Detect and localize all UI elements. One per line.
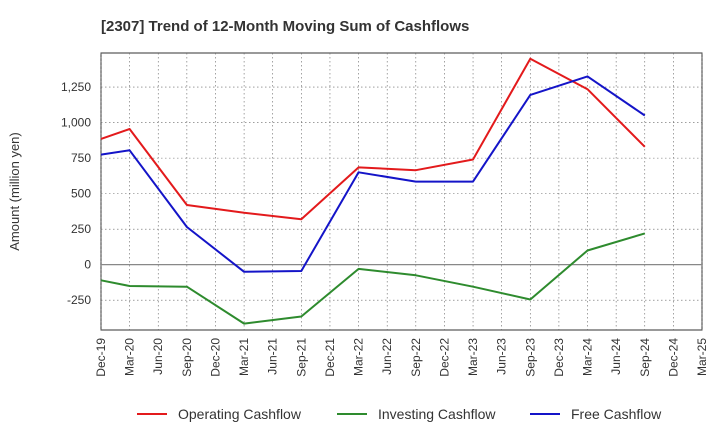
series-line-1 <box>100 232 646 325</box>
x-tick-label: Sep-22 <box>409 338 423 377</box>
legend-label: Operating Cashflow <box>178 406 302 422</box>
x-tick-label: Mar-22 <box>352 338 366 376</box>
x-tick-label: Mar-21 <box>237 338 251 376</box>
y-axis-label: Amount (million yen) <box>7 132 22 251</box>
chart-title: [2307] Trend of 12-Month Moving Sum of C… <box>101 18 469 35</box>
series-lines <box>100 57 646 325</box>
x-tick-label: Dec-22 <box>437 338 451 377</box>
plot-area <box>100 52 703 331</box>
y-axis: -250 0 250 500 750 1,000 1,250 <box>61 80 91 307</box>
series-line-0 <box>100 57 646 221</box>
y-tick-label: 1,000 <box>61 116 91 130</box>
y-tick-label: 1,250 <box>61 80 91 94</box>
x-tick-label: Mar-25 <box>695 338 709 376</box>
legend: Operating Cashflow Investing Cashflow Free… <box>137 406 662 422</box>
y-tick-label: -250 <box>67 293 91 307</box>
x-tick-label: Sep-24 <box>638 338 652 377</box>
x-tick-label: Dec-20 <box>208 338 222 377</box>
x-tick-label: Jun-22 <box>380 338 394 375</box>
x-tick-label: Dec-23 <box>552 338 566 377</box>
x-tick-label: Jun-24 <box>609 338 623 375</box>
x-tick-label: Mar-20 <box>123 338 137 376</box>
x-tick-label: Jun-23 <box>495 338 509 375</box>
x-tick-label: Sep-20 <box>180 338 194 377</box>
x-tick-label: Dec-24 <box>666 338 680 377</box>
y-tick-label: 750 <box>71 151 91 165</box>
legend-label: Free Cashflow <box>571 406 662 422</box>
x-tick-label: Dec-21 <box>323 338 337 377</box>
x-tick-label: Jun-21 <box>266 338 280 375</box>
y-tick-label: 0 <box>84 258 91 272</box>
x-tick-label: Mar-24 <box>581 338 595 376</box>
x-tick-label: Dec-19 <box>94 338 108 377</box>
x-axis: Dec-19 Mar-20 Jun-20 Sep-20 Dec-20 Mar-21 Jun-… <box>94 338 709 377</box>
x-tick-label: Jun-20 <box>151 338 165 375</box>
series-line-2 <box>100 75 646 273</box>
x-tick-label: Mar-23 <box>466 338 480 376</box>
x-tick-label: Sep-23 <box>523 338 537 377</box>
y-tick-label: 500 <box>71 187 91 201</box>
x-tick-label: Sep-21 <box>294 338 308 377</box>
legend-label: Investing Cashflow <box>378 406 496 422</box>
y-tick-label: 250 <box>71 222 91 236</box>
